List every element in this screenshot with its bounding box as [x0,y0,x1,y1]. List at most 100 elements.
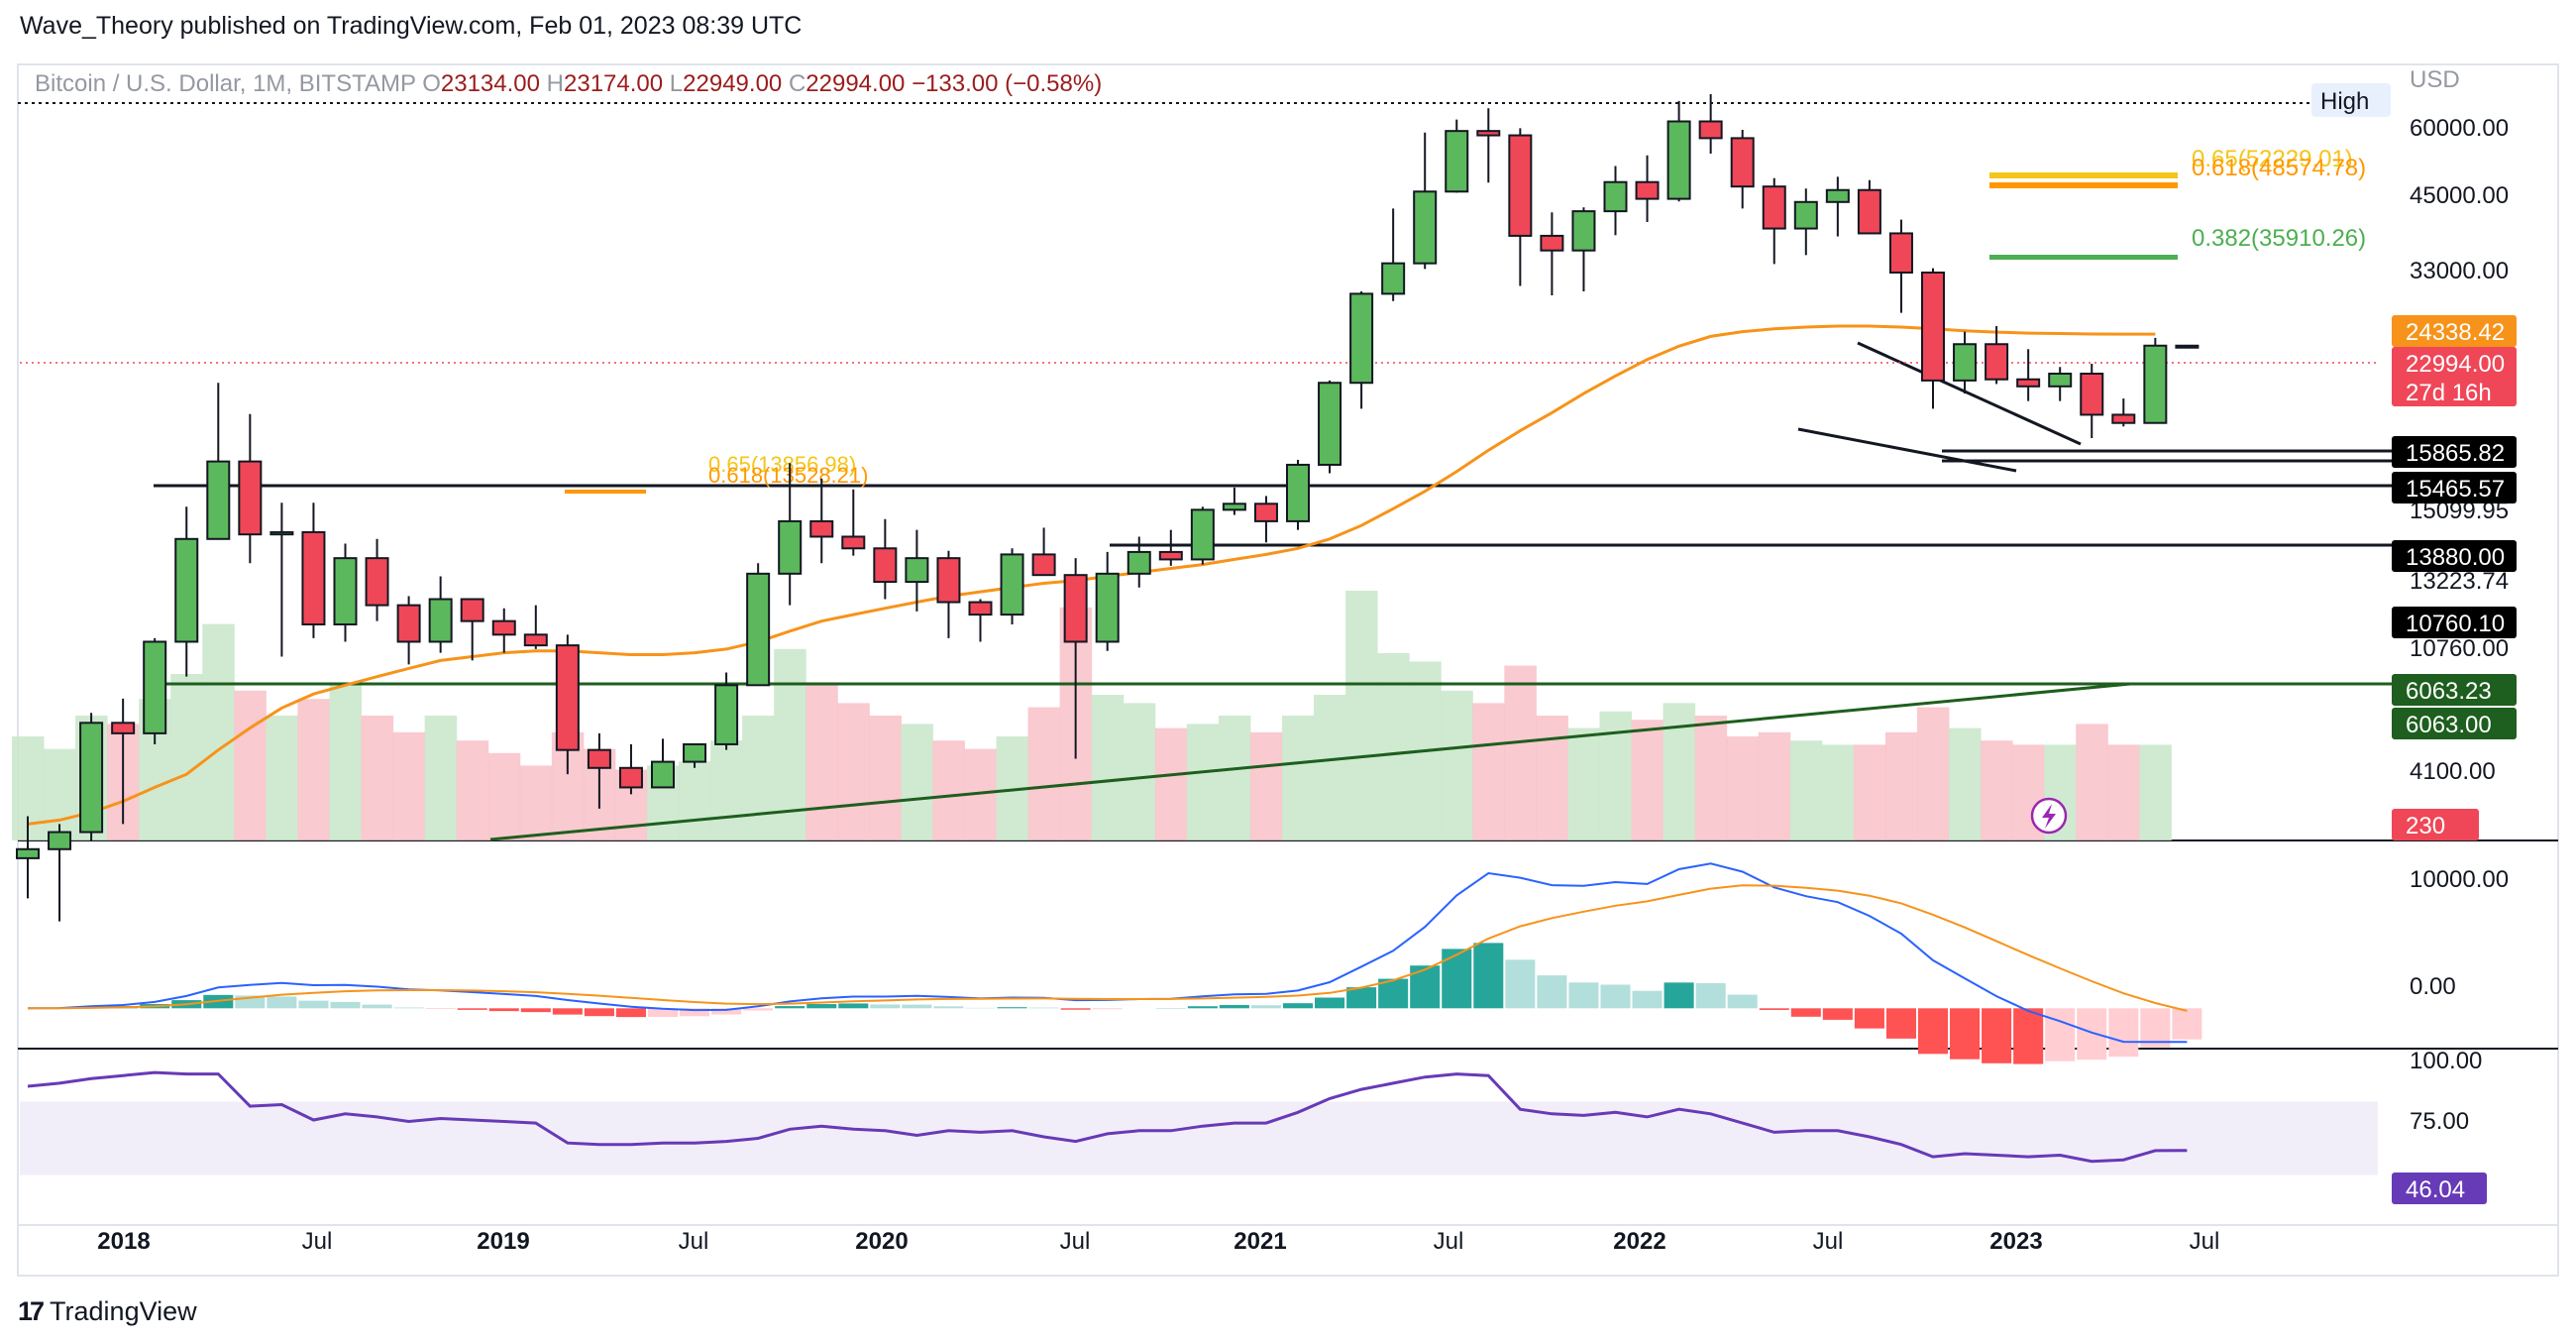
volume-bar [1091,695,1125,840]
date-tick-label: Jul [1813,1228,1844,1255]
candle-body [683,742,707,763]
volume-bar [742,716,775,840]
volume-bar [1027,707,1061,840]
fib-level-bar [565,490,646,494]
candle-body [1190,508,1215,561]
candle-body [2143,344,2168,424]
date-tick-label: Jul [302,1228,333,1255]
candle-body [2080,372,2104,416]
candle-body [1381,262,1406,295]
macd-histogram-bar [1442,949,1472,1009]
macd-histogram-bar [647,1008,679,1018]
candle-body [1888,232,1913,274]
candle-body [1666,120,1691,200]
macd-histogram-bar [902,1004,932,1009]
macd-histogram-bar [1664,982,1694,1009]
volume-bar [1504,665,1537,840]
date-tick-label: 2021 [1234,1228,1286,1255]
brand-name: TradingView [50,1296,197,1326]
volume-bar [1694,716,1728,840]
candle-body [1127,550,1151,575]
volume-bar [487,752,521,840]
candle-body [1635,180,1660,200]
volume-bar [837,703,870,840]
macd-histogram-bar [362,1004,392,1009]
date-tick-label: 2023 [1989,1228,2042,1255]
price-tick-label: 60000.00 [2410,115,2509,142]
rsi-value-box [2392,1173,2487,1204]
candle-body [873,547,898,584]
candle-body [79,722,104,834]
volume-bar [1377,653,1410,840]
macd-histogram-bar [330,1001,361,1009]
candle-body [1413,190,1438,265]
candle-body [491,619,516,636]
price-label-box [2392,708,2517,739]
volume-bar [1314,695,1346,840]
macd-histogram-bar [298,1000,329,1009]
fib-label: 0.618(48574.78) [2192,155,2366,181]
macd-histogram-bar [1378,978,1409,1009]
tradingview-logo-icon: 17 [18,1296,45,1326]
candle-body [1825,188,1850,203]
candle-body [523,633,548,647]
macd-histogram-bar [267,996,297,1009]
volume-bar [1631,720,1664,840]
macd-histogram-bar [1885,1008,1916,1039]
volume-bar [1536,716,1568,840]
candle-body [2048,372,2073,388]
macd-histogram-bar [1187,1006,1218,1009]
price-tick-label: 13223.74 [2410,568,2509,595]
macd-histogram-bar [2045,1008,2076,1062]
candle-body [1793,200,1818,230]
tradingview-brand[interactable]: 17 TradingView [18,1296,197,1327]
wedge-lower-line [1797,427,2017,473]
price-label: 6063.00 [2406,712,2492,738]
candle-body [936,557,961,604]
volume-bar [1345,591,1378,840]
candle-body [1762,185,1786,230]
candle-body [714,684,739,745]
price-label: 15865.82 [2406,440,2505,467]
symbol-legend: Bitcoin / U.S. Dollar, 1M, BITSTAMP O231… [35,70,1102,97]
macd-histogram-bar [1632,990,1663,1009]
macd-histogram-bar [838,1003,869,1009]
volume-bar [2139,744,2172,840]
macd-histogram-bar [1092,1008,1123,1010]
volume-bar [1981,740,2013,840]
volume-bar [456,740,489,840]
macd-histogram-bar [775,1006,805,1009]
candle-body [1857,188,1881,235]
macd-histogram-bar [870,1004,901,1009]
candle-body [396,604,421,643]
date-tick-label: Jul [1060,1228,1091,1255]
volume-bar [679,761,711,840]
candle-body [1921,271,1945,382]
candle-body [206,460,231,540]
price-label: 6063.23 [2406,678,2492,705]
macd-histogram-bar [584,1008,614,1017]
macd-histogram-bar [457,1008,487,1010]
volume-bar [932,740,965,840]
price-label-box [2392,540,2517,572]
rising-support-line [489,682,2131,841]
volume-bar [1249,731,1283,840]
candle-body [2175,344,2200,349]
chart-frame [17,63,2559,1277]
candle-body [1698,120,1723,140]
candle-body [2016,378,2041,388]
price-tick-label: 4100.00 [2410,758,2496,785]
candle-body [809,519,834,538]
candle-body [16,847,40,859]
macd-histogram-bar [1537,975,1567,1009]
candle-body [111,722,136,734]
candle-body [968,601,993,616]
macd-histogram-bar [1568,982,1599,1009]
candle-body [460,598,484,622]
candle-body [1445,130,1469,193]
macd-histogram-bar [2013,1008,2044,1064]
price-label: 22994.00 [2406,351,2505,378]
candle-body [174,537,199,643]
candle-body [2111,413,2136,424]
